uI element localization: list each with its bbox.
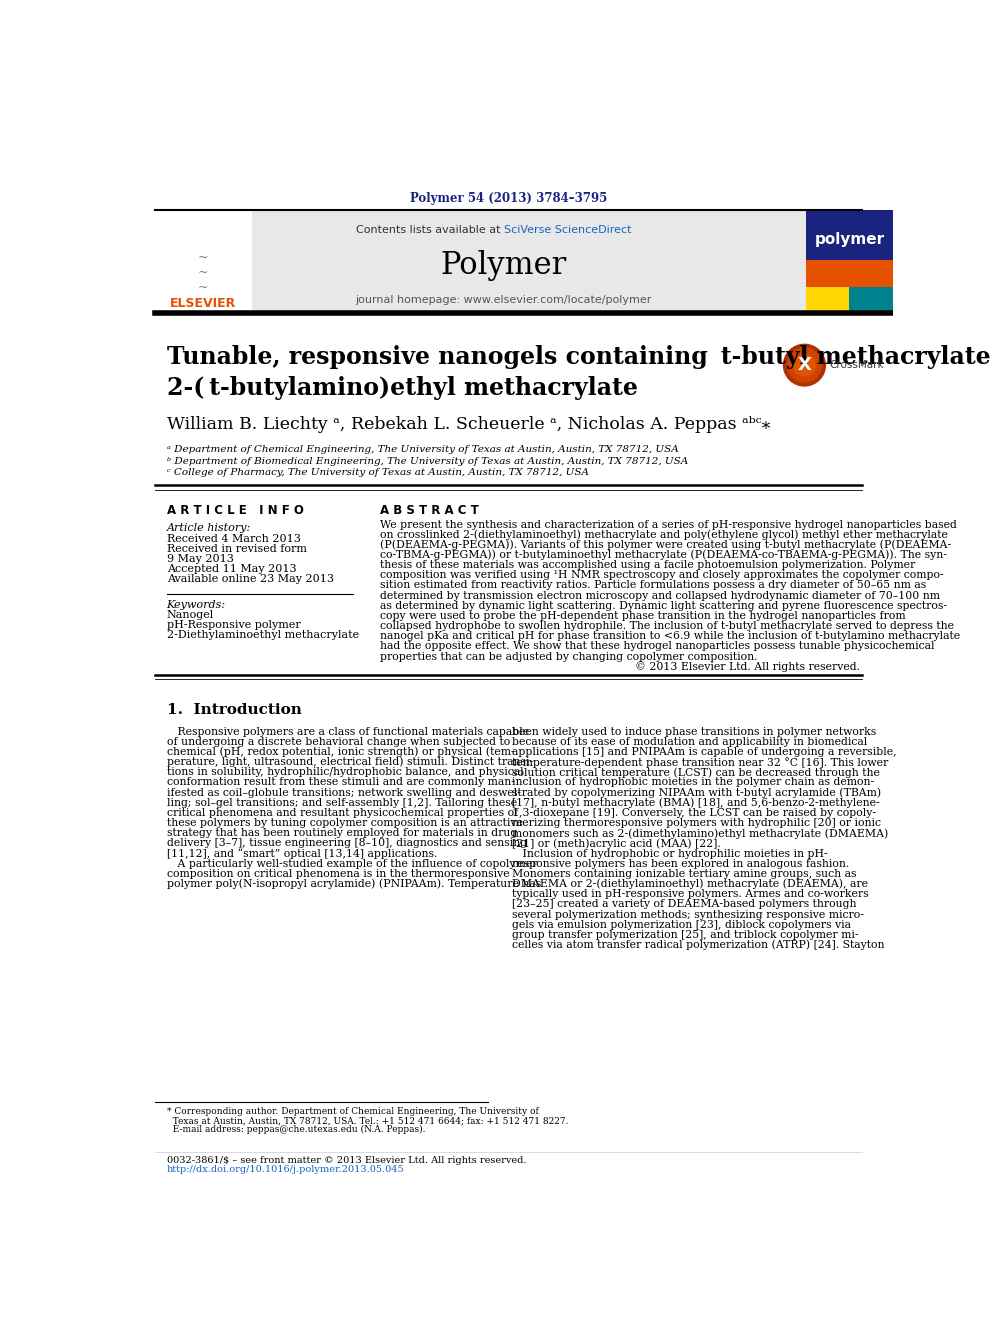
Text: A B S T R A C T: A B S T R A C T (380, 504, 478, 517)
Text: [21] or (meth)acrylic acid (MAA) [22].: [21] or (meth)acrylic acid (MAA) [22]. (512, 839, 720, 849)
Text: delivery [3–7], tissue engineering [8–10], diagnostics and sensing: delivery [3–7], tissue engineering [8–10… (167, 839, 527, 848)
Text: nanogel pKa and critical pH for phase transition to <6.9 while the inclusion of : nanogel pKa and critical pH for phase tr… (380, 631, 960, 642)
Text: William B. Liechty ᵃ, Rebekah L. Scheuerle ᵃ, Nicholas A. Peppas ᵃᵇᶜ⁎: William B. Liechty ᵃ, Rebekah L. Scheuer… (167, 415, 770, 433)
Text: 2-Diethylaminoethyl methacrylate: 2-Diethylaminoethyl methacrylate (167, 630, 359, 640)
Text: Monomers containing ionizable tertiary amine groups, such as: Monomers containing ionizable tertiary a… (512, 869, 856, 878)
Text: Polymer: Polymer (440, 250, 566, 280)
Text: E-mail address: peppas@che.utexas.edu (N.A. Peppas).: E-mail address: peppas@che.utexas.edu (N… (167, 1125, 426, 1134)
Text: strated by copolymerizing NIPAAm with t-butyl acrylamide (TBAm): strated by copolymerizing NIPAAm with t-… (512, 787, 881, 798)
Text: chemical (pH, redox potential, ionic strength) or physical (tem-: chemical (pH, redox potential, ionic str… (167, 746, 514, 757)
Text: thesis of these materials was accomplished using a facile photoemulsion polymeri: thesis of these materials was accomplish… (380, 560, 915, 570)
Text: 1,3-dioxepane [19]. Conversely, the LCST can be raised by copoly-: 1,3-dioxepane [19]. Conversely, the LCST… (512, 808, 876, 818)
Text: SciVerse ScienceDirect: SciVerse ScienceDirect (504, 225, 631, 235)
Text: Polymer 54 (2013) 3784–3795: Polymer 54 (2013) 3784–3795 (410, 192, 607, 205)
Text: monomers such as 2-(dimethylamino)ethyl methacrylate (DMAEMA): monomers such as 2-(dimethylamino)ethyl … (512, 828, 888, 839)
Bar (849, 287, 893, 312)
Text: collapsed hydrophobe to swollen hydrophile. The inclusion of t-butyl methacrylat: collapsed hydrophobe to swollen hydrophi… (380, 622, 953, 631)
Text: gels via emulsion polymerization [23], diblock copolymers via: gels via emulsion polymerization [23], d… (512, 919, 850, 930)
Text: ᵃ Department of Chemical Engineering, The University of Texas at Austin, Austin,: ᵃ Department of Chemical Engineering, Th… (167, 446, 679, 454)
Text: solution critical temperature (LCST) can be decreased through the: solution critical temperature (LCST) can… (512, 767, 879, 778)
Text: composition on critical phenomena is in the thermoresponsive: composition on critical phenomena is in … (167, 869, 509, 878)
Text: group transfer polymerization [25], and triblock copolymer mi-: group transfer polymerization [25], and … (512, 930, 858, 939)
Text: merizing thermoresponsive polymers with hydrophilic [20] or ionic: merizing thermoresponsive polymers with … (512, 818, 881, 828)
Text: http://dx.doi.org/10.1016/j.polymer.2013.05.045: http://dx.doi.org/10.1016/j.polymer.2013… (167, 1166, 405, 1175)
Text: pH-Responsive polymer: pH-Responsive polymer (167, 620, 301, 630)
Text: of undergoing a discrete behavioral change when subjected to: of undergoing a discrete behavioral chan… (167, 737, 510, 746)
Text: because of its ease of modulation and applicability in biomedical: because of its ease of modulation and ap… (512, 737, 867, 746)
Text: conformation result from these stimuli and are commonly man-: conformation result from these stimuli a… (167, 778, 515, 787)
Text: [11,12], and “smart” optical [13,14] applications.: [11,12], and “smart” optical [13,14] app… (167, 848, 437, 859)
Text: X: X (798, 356, 811, 374)
Text: responsive polymers has been explored in analogous fashion.: responsive polymers has been explored in… (512, 859, 849, 869)
Circle shape (788, 348, 821, 382)
Text: Keywords:: Keywords: (167, 601, 226, 610)
Text: [23–25] created a variety of DEAEMA-based polymers through: [23–25] created a variety of DEAEMA-base… (512, 900, 856, 909)
Text: critical phenomena and resultant physicochemical properties of: critical phenomena and resultant physico… (167, 808, 518, 818)
Text: [17], n-butyl methacrylate (BMA) [18], and 5,6-benzo-2-methylene-: [17], n-butyl methacrylate (BMA) [18], a… (512, 798, 879, 808)
Text: DMAEMA or 2-(diethylaminoethyl) methacrylate (DEAEMA), are: DMAEMA or 2-(diethylaminoethyl) methacry… (512, 878, 867, 889)
Text: polymer: polymer (814, 232, 885, 247)
Text: typically used in pH-responsive polymers. Armes and co-workers: typically used in pH-responsive polymers… (512, 889, 868, 900)
Text: ifested as coil–globule transitions; network swelling and deswel-: ifested as coil–globule transitions; net… (167, 787, 521, 798)
Text: 1.  Introduction: 1. Introduction (167, 703, 302, 717)
Circle shape (794, 355, 815, 376)
Bar (806, 261, 893, 312)
Text: Article history:: Article history: (167, 524, 251, 533)
Text: determined by transmission electron microscopy and collapsed hydrodynamic diamet: determined by transmission electron micr… (380, 590, 939, 601)
Text: several polymerization methods; synthesizing responsive micro-: several polymerization methods; synthesi… (512, 910, 863, 919)
Text: Tunable, responsive nanogels containing  t-butyl methacrylate and: Tunable, responsive nanogels containing … (167, 345, 992, 369)
Text: composition was verified using ¹H NMR spectroscopy and closely approximates the : composition was verified using ¹H NMR sp… (380, 570, 943, 581)
Text: ᵇ Department of Biomedical Engineering, The University of Texas at Austin, Austi: ᵇ Department of Biomedical Engineering, … (167, 456, 687, 466)
Text: journal homepage: www.elsevier.com/locate/polymer: journal homepage: www.elsevier.com/locat… (355, 295, 652, 304)
Text: properties that can be adjusted by changing copolymer composition.: properties that can be adjusted by chang… (380, 652, 757, 662)
Text: We present the synthesis and characterization of a series of pH-responsive hydro: We present the synthesis and characteriz… (380, 520, 956, 529)
Text: perature, light, ultrasound, electrical field) stimuli. Distinct transi-: perature, light, ultrasound, electrical … (167, 757, 533, 767)
Text: sition estimated from reactivity ratios. Particle formulations possess a dry dia: sition estimated from reactivity ratios.… (380, 581, 926, 590)
Text: Nanogel: Nanogel (167, 610, 214, 620)
Bar (155, 212, 252, 312)
Text: (P(DEAEMA-g-PEGMA)). Variants of this polymer were created using t-butyl methacr: (P(DEAEMA-g-PEGMA)). Variants of this po… (380, 540, 951, 550)
Text: Texas at Austin, Austin, TX 78712, USA. Tel.: +1 512 471 6644; fax: +1 512 471 8: Texas at Austin, Austin, TX 78712, USA. … (167, 1117, 568, 1125)
Text: co-TBMA-g-PEGMA)) or t-butylaminoethyl methacrylate (P(DEAEMA-co-TBAEMA-g-PEGMA): co-TBMA-g-PEGMA)) or t-butylaminoethyl m… (380, 550, 946, 560)
Text: these polymers by tuning copolymer composition is an attractive: these polymers by tuning copolymer compo… (167, 818, 523, 828)
Circle shape (784, 344, 825, 386)
Bar (806, 287, 849, 312)
Bar (806, 209, 893, 261)
Text: copy were used to probe the pH-dependent phase transition in the hydrogel nanopa: copy were used to probe the pH-dependent… (380, 611, 906, 620)
Text: ling; sol–gel transitions; and self-assembly [1,2]. Tailoring these: ling; sol–gel transitions; and self-asse… (167, 798, 517, 808)
Text: ELSEVIER: ELSEVIER (170, 298, 236, 310)
Bar (155, 212, 806, 312)
Text: ᶜ College of Pharmacy, The University of Texas at Austin, Austin, TX 78712, USA: ᶜ College of Pharmacy, The University of… (167, 468, 588, 478)
Text: strategy that has been routinely employed for materials in drug: strategy that has been routinely employe… (167, 828, 517, 839)
Text: polymer poly(N-isopropyl acrylamide) (PNIPAAm). Temperature has: polymer poly(N-isopropyl acrylamide) (PN… (167, 878, 541, 889)
Text: A particularly well-studied example of the influence of copolymer: A particularly well-studied example of t… (167, 859, 537, 869)
Text: CrossMark: CrossMark (829, 360, 884, 370)
Text: Responsive polymers are a class of functional materials capable: Responsive polymers are a class of funct… (167, 726, 529, 737)
Text: 0032-3861/$ – see front matter © 2013 Elsevier Ltd. All rights reserved.: 0032-3861/$ – see front matter © 2013 El… (167, 1156, 526, 1166)
Text: Received 4 March 2013: Received 4 March 2013 (167, 534, 301, 544)
Text: celles via atom transfer radical polymerization (ATRP) [24]. Stayton: celles via atom transfer radical polymer… (512, 939, 884, 950)
Text: had the opposite effect. We show that these hydrogel nanoparticles possess tunab: had the opposite effect. We show that th… (380, 642, 934, 651)
Text: A R T I C L E   I N F O: A R T I C L E I N F O (167, 504, 304, 517)
Text: Inclusion of hydrophobic or hydrophilic moieties in pH-: Inclusion of hydrophobic or hydrophilic … (512, 848, 827, 859)
Text: on crosslinked 2-(diethylaminoethyl) methacrylate and poly(ethylene glycol) meth: on crosslinked 2-(diethylaminoethyl) met… (380, 529, 947, 540)
Text: Received in revised form: Received in revised form (167, 544, 307, 554)
Text: inclusion of hydrophobic moieties in the polymer chain as demon-: inclusion of hydrophobic moieties in the… (512, 778, 874, 787)
Text: been widely used to induce phase transitions in polymer networks: been widely used to induce phase transit… (512, 726, 876, 737)
Text: 9 May 2013: 9 May 2013 (167, 554, 233, 564)
Text: * Corresponding author. Department of Chemical Engineering, The University of: * Corresponding author. Department of Ch… (167, 1107, 539, 1115)
Text: ~
~
~: ~ ~ ~ (197, 251, 208, 294)
Text: temperature-dependent phase transition near 32 °C [16]. This lower: temperature-dependent phase transition n… (512, 757, 888, 767)
Text: applications [15] and PNIPAAm is capable of undergoing a reversible,: applications [15] and PNIPAAm is capable… (512, 747, 896, 757)
Text: Contents lists available at: Contents lists available at (356, 225, 504, 235)
Text: tions in solubility, hydrophilic/hydrophobic balance, and physical: tions in solubility, hydrophilic/hydroph… (167, 767, 523, 778)
Text: 2-( t-butylamino)ethyl methacrylate: 2-( t-butylamino)ethyl methacrylate (167, 376, 638, 401)
Text: © 2013 Elsevier Ltd. All rights reserved.: © 2013 Elsevier Ltd. All rights reserved… (635, 662, 860, 672)
Text: Available online 23 May 2013: Available online 23 May 2013 (167, 574, 333, 585)
Text: as determined by dynamic light scattering. Dynamic light scattering and pyrene f: as determined by dynamic light scatterin… (380, 601, 946, 611)
Text: Accepted 11 May 2013: Accepted 11 May 2013 (167, 564, 297, 574)
